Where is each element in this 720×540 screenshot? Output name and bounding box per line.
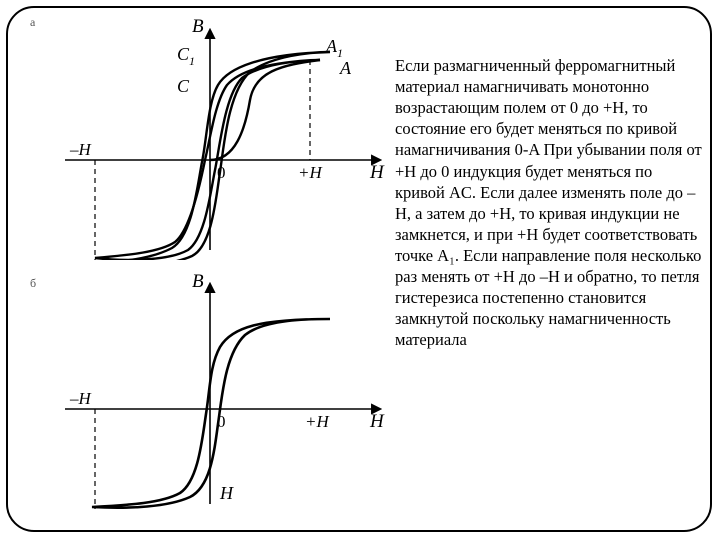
point-a-label: A — [339, 58, 352, 78]
axis-h-label-2: H — [369, 411, 385, 432]
point-c1-label: C1 — [177, 44, 195, 68]
hysteresis-diagram-b: б B H 0 +H –H H — [10, 269, 390, 519]
hysteresis-diagram-a: а B H 0 +H –H C C1 A A1 — [10, 10, 390, 260]
origin-label-2: 0 — [217, 412, 226, 431]
axis-b-label: B — [192, 16, 204, 37]
minus-h-label: –H — [69, 140, 93, 159]
axis-h-bottom-label: H — [219, 483, 234, 503]
description-text: Если размагниченный ферромагнитный матер… — [395, 55, 703, 351]
minus-h-label-2: –H — [69, 389, 93, 408]
panel-b-label: б — [30, 276, 36, 290]
point-a1-label: A1 — [325, 36, 343, 60]
point-c-label: C — [177, 76, 190, 96]
plus-h-label: +H — [298, 163, 323, 182]
axis-h-label: H — [369, 162, 385, 183]
diagrams-column: а B H 0 +H –H C C1 A A1 б B H 0 +H –H H — [10, 10, 390, 530]
origin-label: 0 — [217, 163, 226, 182]
plus-h-label-2: +H — [305, 412, 330, 431]
axis-b-label-2: B — [192, 271, 204, 292]
panel-a-label: а — [30, 15, 36, 29]
